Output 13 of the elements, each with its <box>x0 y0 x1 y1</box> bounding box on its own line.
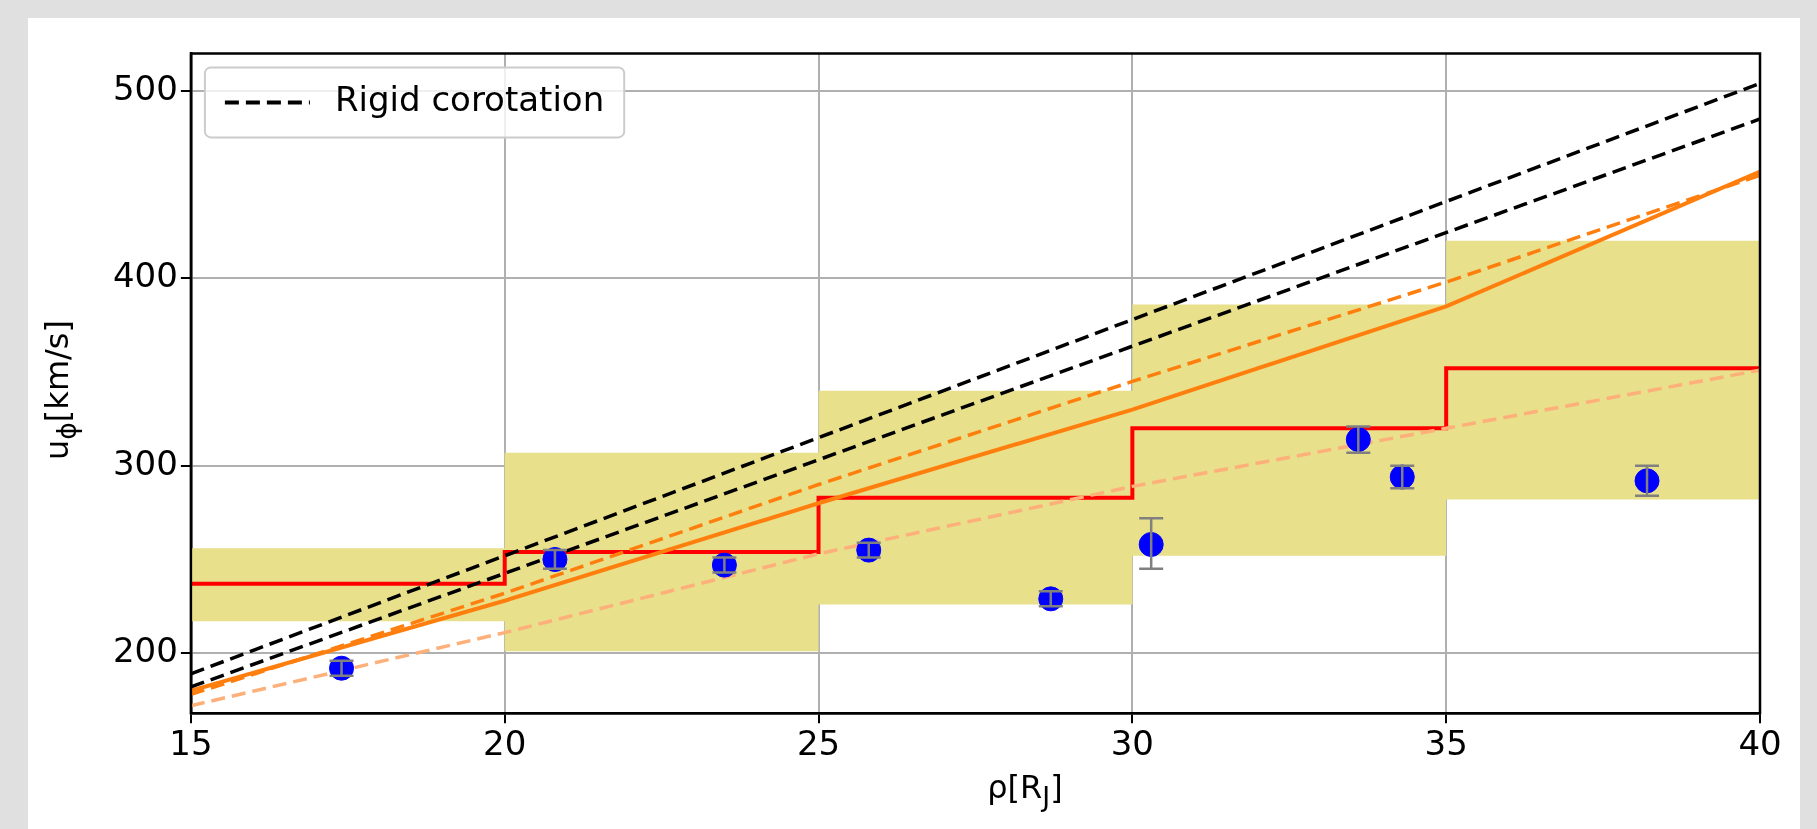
x-tick-label: 20 <box>483 723 527 764</box>
x-axis-title: ρ[R$_{J}$] <box>987 768 1063 812</box>
x-tick-label: 25 <box>796 723 841 764</box>
x-tick-label: 30 <box>1110 723 1154 764</box>
legend-label: Rigid corotation <box>334 79 605 120</box>
y-tick-label: 200 <box>112 630 178 671</box>
x-tick-label: 35 <box>1424 723 1468 764</box>
y-tick-label: 500 <box>112 67 178 108</box>
y-tick-label: 400 <box>112 255 178 296</box>
x-tick-label: 40 <box>1738 723 1782 764</box>
x-tick-label: 15 <box>169 723 213 764</box>
y-tick-label: 300 <box>112 442 178 483</box>
line-series <box>190 368 1760 708</box>
